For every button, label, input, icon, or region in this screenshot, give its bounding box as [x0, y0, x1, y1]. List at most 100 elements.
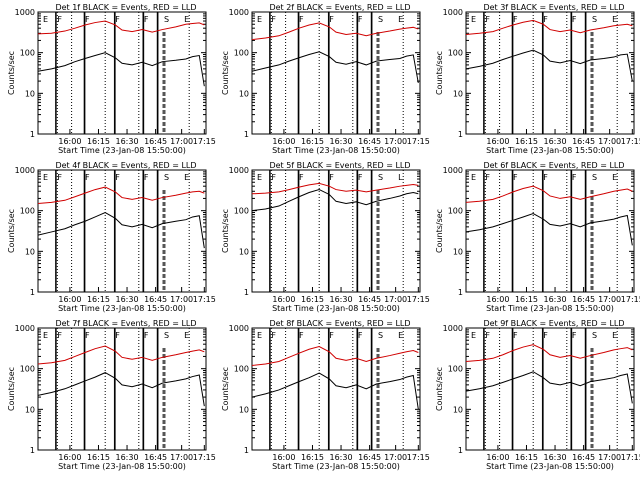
y-axis-label: Counts/sec	[7, 51, 16, 95]
chart-panel: Det 5f BLACK = Events, RED = LLD 1 10 100 10…	[221, 161, 430, 313]
y-tick-label: 10	[453, 405, 463, 414]
plot-frame	[465, 327, 635, 451]
series-line-lld	[251, 346, 419, 366]
y-axis-label: Counts/sec	[435, 367, 444, 411]
plot-frame	[465, 11, 635, 135]
x-tick-label: 16:45	[572, 453, 595, 462]
x-tick-label: 16:00	[272, 295, 295, 304]
flag-label: S	[164, 173, 169, 182]
flag-label: E	[612, 331, 617, 340]
plot-frame	[37, 169, 207, 293]
chart-title: Det 6f BLACK = Events, RED = LLD	[483, 161, 624, 170]
x-tick-label: 17:00	[598, 137, 621, 146]
y-tick-label: 10	[453, 89, 463, 98]
x-tick-label: 16:30	[116, 137, 139, 146]
series-line-lld	[251, 182, 419, 195]
y-axis-label: Counts/sec	[435, 209, 444, 253]
flag-label: E	[257, 15, 262, 24]
y-tick-label: 1000	[15, 8, 35, 17]
chart-title: Det 8f BLACK = Events, RED = LLD	[269, 319, 410, 328]
x-tick-label: 16:15	[87, 295, 110, 304]
x-tick-label: 17:00	[170, 137, 193, 146]
x-axis-label: Start Time (23-Jan-08 15:50:00)	[58, 462, 186, 471]
x-tick-label: 16:30	[330, 137, 353, 146]
plot-frame	[251, 327, 421, 451]
flag-label: F	[271, 331, 276, 340]
y-tick-label: 10	[25, 89, 35, 98]
x-tick-label: 17:00	[384, 137, 407, 146]
y-tick-label: 100	[20, 49, 35, 58]
series-line-lld	[465, 344, 633, 363]
y-axis-label: Counts/sec	[435, 51, 444, 95]
flag-label: E	[43, 173, 48, 182]
y-tick-label: 100	[234, 49, 249, 58]
x-tick-label: 16:30	[544, 137, 567, 146]
x-tick-label: 16:15	[87, 453, 110, 462]
series-line-events	[465, 49, 633, 82]
x-tick-label: 16:45	[144, 295, 167, 304]
flag-label: F	[85, 331, 90, 340]
y-axis-label: Counts/sec	[221, 209, 230, 253]
y-tick-label: 1000	[443, 324, 463, 333]
y-tick-label: 10	[239, 405, 249, 414]
flag-label: F	[57, 331, 62, 340]
y-tick-label: 100	[448, 49, 463, 58]
flag-label: F	[299, 331, 304, 340]
x-tick-label: 16:15	[301, 453, 324, 462]
series-line-events	[465, 371, 633, 404]
x-tick-label: 16:00	[272, 453, 295, 462]
y-tick-label: 100	[234, 365, 249, 374]
flag-label: E	[43, 331, 48, 340]
x-tick-label: 16:30	[330, 453, 353, 462]
y-tick-label: 1	[244, 288, 249, 297]
flag-label: E	[471, 15, 476, 24]
x-tick-label: 16:15	[515, 295, 538, 304]
series-line-events	[37, 52, 205, 87]
y-tick-label: 1000	[229, 324, 249, 333]
chart-title: Det 9f BLACK = Events, RED = LLD	[483, 319, 624, 328]
y-tick-label: 100	[448, 365, 463, 374]
flag-label: S	[592, 331, 597, 340]
flag-label: F	[543, 173, 548, 182]
flag-label: E	[612, 15, 617, 24]
flag-label: E	[257, 331, 262, 340]
x-tick-label: 16:15	[515, 453, 538, 462]
x-tick-label: 17:00	[384, 295, 407, 304]
flag-label: E	[257, 173, 262, 182]
x-tick-label: 16:30	[544, 453, 567, 462]
series-line-events	[251, 51, 419, 84]
flag-label: E	[471, 173, 476, 182]
chart-panel: Det 3f BLACK = Events, RED = LLD 1 10 100 10…	[435, 3, 640, 155]
flag-label: S	[378, 173, 383, 182]
chart-panel: Det 4f BLACK = Events, RED = LLD 1 10 100 10…	[7, 161, 216, 313]
x-tick-label: 16:15	[301, 295, 324, 304]
flag-label: F	[299, 15, 304, 24]
x-tick-label: 17:00	[598, 295, 621, 304]
plot-frame	[251, 169, 421, 293]
y-tick-label: 100	[20, 365, 35, 374]
series-line-events	[37, 211, 205, 249]
x-tick-label: 17:15	[621, 295, 640, 304]
flag-label: F	[485, 331, 490, 340]
y-tick-label: 1000	[443, 166, 463, 175]
x-tick-label: 16:30	[116, 295, 139, 304]
x-axis-label: Start Time (23-Jan-08 15:50:00)	[272, 146, 400, 155]
x-tick-label: 16:00	[58, 453, 81, 462]
y-axis-label: Counts/sec	[7, 367, 16, 411]
series-line-events	[251, 372, 419, 410]
x-tick-label: 16:00	[272, 137, 295, 146]
plot-frame	[37, 11, 207, 135]
x-tick-label: 16:45	[572, 137, 595, 146]
chart-panel: Det 7f BLACK = Events, RED = LLD 1 10 100 10…	[7, 319, 216, 471]
flag-label: S	[164, 331, 169, 340]
y-tick-label: 1000	[15, 324, 35, 333]
flag-label: F	[485, 173, 490, 182]
flag-label: F	[572, 173, 577, 182]
chart-title: Det 1f BLACK = Events, RED = LLD	[55, 3, 196, 12]
chart-title: Det 4f BLACK = Events, RED = LLD	[55, 161, 196, 170]
flag-label: E	[398, 15, 403, 24]
flag-label: F	[144, 15, 149, 24]
y-tick-label: 10	[25, 247, 35, 256]
